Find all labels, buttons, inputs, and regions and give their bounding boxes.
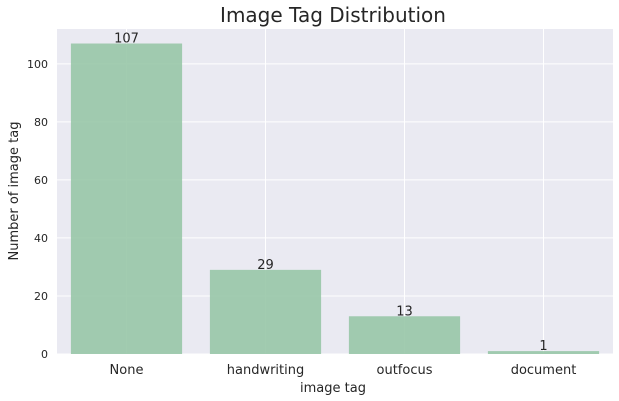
- bars: [70, 43, 600, 354]
- y-tick-label: 0: [41, 348, 48, 361]
- chart-title: Image Tag Distribution: [220, 3, 446, 27]
- data-label: 1: [539, 339, 547, 354]
- data-labels: 107 29 13 1: [114, 32, 548, 355]
- bar-document: [487, 351, 600, 354]
- y-tick-label: 100: [27, 58, 48, 71]
- y-tick-label: 80: [34, 116, 48, 129]
- data-label: 13: [396, 304, 413, 319]
- data-label: 107: [114, 32, 139, 47]
- x-tick-label: document: [511, 363, 577, 378]
- bar-None: [70, 43, 183, 354]
- y-tick-label: 20: [34, 290, 48, 303]
- bar-outfocus: [348, 316, 461, 354]
- x-tick-label: handwriting: [227, 363, 305, 378]
- x-axis-label: image tag: [300, 381, 366, 396]
- y-axis-label: Number of image tag: [7, 122, 22, 261]
- bar-handwriting: [209, 269, 322, 354]
- x-tick-label: None: [110, 363, 144, 378]
- x-tick-labels: None handwriting outfocus document: [110, 363, 577, 378]
- y-tick-label: 60: [34, 174, 48, 187]
- y-tick-label: 40: [34, 232, 48, 245]
- y-tick-labels: 0 20 40 60 80 100: [27, 58, 48, 361]
- data-label: 29: [257, 258, 274, 273]
- x-tick-label: outfocus: [377, 363, 433, 378]
